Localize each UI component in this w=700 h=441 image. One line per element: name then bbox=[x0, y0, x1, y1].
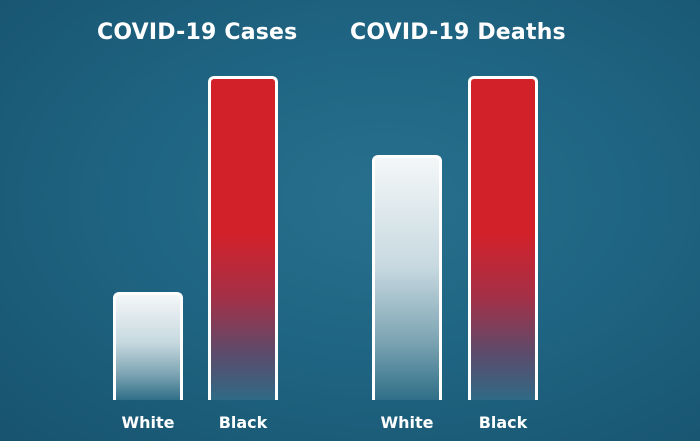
tick-label-cases-white: White bbox=[121, 413, 175, 432]
chart-title-cases: COVID-19 Cases bbox=[97, 20, 298, 45]
tick-label-deaths-white: White bbox=[380, 413, 434, 432]
deaths-chart: COVID-19 Deaths White Black bbox=[350, 0, 700, 441]
bar-deaths-black bbox=[468, 76, 538, 400]
tick-label-cases-black: Black bbox=[218, 413, 268, 432]
cases-chart: COVID-19 Cases White Black bbox=[97, 20, 298, 432]
bar-cases-black bbox=[208, 76, 278, 400]
bar-deaths-white bbox=[372, 155, 442, 400]
tick-label-deaths-black: Black bbox=[478, 413, 528, 432]
bar-cases-white bbox=[113, 292, 183, 400]
chart-title-deaths: COVID-19 Deaths bbox=[350, 20, 566, 45]
